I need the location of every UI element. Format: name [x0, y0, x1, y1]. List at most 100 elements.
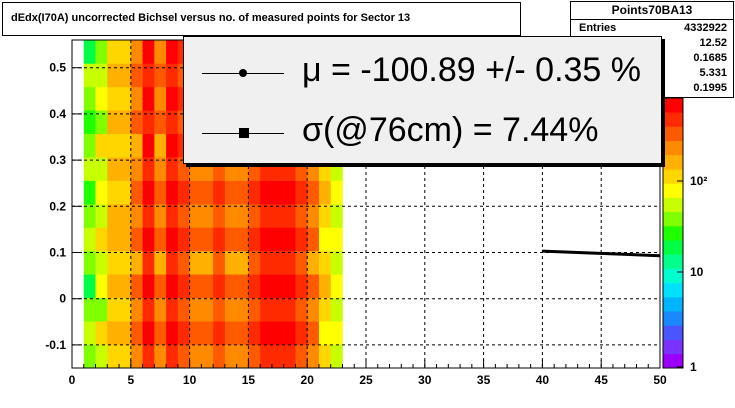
palette-label: 1: [690, 360, 697, 374]
palette-frame: [662, 97, 684, 369]
heatmap-cell: [271, 180, 284, 205]
heatmap-cell: [142, 180, 155, 205]
heatmap-cell: [189, 204, 202, 228]
heatmap-cell: [236, 180, 249, 205]
heatmap-cell: [107, 40, 120, 64]
heatmap-cell: [119, 157, 132, 181]
heatmap-cell: [107, 63, 120, 88]
heatmap-cell: [130, 321, 143, 345]
heatmap-cell: [154, 250, 167, 275]
heatmap-cell: [107, 204, 120, 228]
heatmap-cell: [271, 227, 284, 252]
heatmap-cell: [142, 86, 155, 111]
heatmap-cell: [119, 274, 132, 299]
heatmap-cell: [307, 297, 320, 322]
heatmap-cell: [166, 133, 179, 158]
heatmap-cell: [248, 227, 261, 252]
heatmap-cell: [95, 110, 108, 135]
heatmap-cell: [83, 274, 96, 299]
heatmap-cell: [236, 321, 249, 345]
heatmap-cell: [154, 297, 167, 322]
heatmap-cell: [83, 157, 96, 181]
x-tick-label: 25: [359, 373, 373, 387]
heatmap-cell: [95, 274, 108, 299]
y-tick-label: 0.5: [49, 61, 66, 75]
heatmap-cell: [236, 297, 249, 322]
heatmap-cell: [177, 321, 190, 345]
heatmap-cell: [166, 344, 179, 369]
heatmap-cell: [271, 274, 284, 299]
fit-legend-sigma-row: σ(@76cm) = 7.44%: [184, 107, 661, 159]
heatmap-cell: [119, 250, 132, 275]
palette-swatch: [663, 112, 683, 127]
heatmap-cell: [142, 297, 155, 322]
heatmap-cell: [95, 157, 108, 181]
heatmap-cell: [83, 297, 96, 322]
heatmap-cell: [224, 274, 237, 299]
heatmap-cell: [107, 180, 120, 205]
fit-legend-mu-row: μ = -100.89 +/- 0.35 %: [184, 47, 661, 99]
palette-label: 10²: [690, 174, 707, 188]
palette-swatch: [663, 268, 683, 284]
heatmap-cell: [142, 110, 155, 135]
heatmap-cell: [154, 204, 167, 228]
palette-swatch: [663, 296, 683, 312]
x-tick-label: 40: [536, 373, 550, 387]
heatmap-cell: [307, 321, 320, 345]
heatmap-cell: [213, 250, 226, 275]
heatmap-cell: [95, 86, 108, 111]
heatmap-cell: [83, 40, 96, 64]
heatmap-cell: [224, 204, 237, 228]
stats-row: 5.331: [571, 67, 727, 82]
heatmap-cell: [201, 204, 214, 228]
x-tick-label: 0: [69, 373, 76, 387]
heatmap-cell: [283, 274, 296, 299]
heatmap-cell: [142, 321, 155, 345]
heatmap-cell: [95, 40, 108, 64]
heatmap-cell: [166, 250, 179, 275]
heatmap-cell: [95, 63, 108, 88]
heatmap-cell: [213, 274, 226, 299]
stats-value: 5.331: [699, 67, 727, 79]
heatmap-cell: [154, 157, 167, 181]
heatmap-cell: [166, 321, 179, 345]
square-marker-icon: [239, 128, 249, 138]
heatmap-cell: [177, 227, 190, 252]
fit-line: [542, 249, 661, 258]
heatmap-cell: [130, 344, 143, 369]
heatmap-cell: [119, 227, 132, 252]
heatmap-cell: [260, 321, 273, 345]
heatmap-cell: [154, 86, 167, 111]
fit-legend: μ = -100.89 +/- 0.35 % σ(@76cm) = 7.44%: [183, 36, 662, 164]
heatmap-cell: [318, 204, 332, 228]
heatmap-cell: [154, 344, 167, 369]
palette-swatch: [663, 225, 683, 241]
stats-value: 12.52: [699, 37, 727, 49]
heatmap-cell: [107, 297, 120, 322]
heatmap-cell: [119, 344, 132, 369]
heatmap-cell: [177, 250, 190, 275]
palette-swatch: [663, 254, 683, 269]
heatmap-cell: [213, 297, 226, 322]
x-tick-label: 10: [183, 373, 197, 387]
heatmap-cell: [107, 110, 120, 135]
heatmap-cell: [130, 204, 143, 228]
palette-swatch: [663, 140, 683, 156]
heatmap-cell: [177, 274, 190, 299]
chart-title: dEdx(I70A) uncorrected Bichsel versus no…: [2, 2, 521, 36]
heatmap-cell: [330, 344, 343, 369]
heatmap-cell: [224, 344, 237, 369]
heatmap-cell: [330, 297, 343, 322]
heatmap-cell: [142, 227, 155, 252]
heatmap-cell: [189, 321, 202, 345]
heatmap-cell: [142, 344, 155, 369]
heatmap-cell: [119, 204, 132, 228]
heatmap-cell: [130, 40, 143, 64]
heatmap-cell: [166, 274, 179, 299]
stats-row: 12.52: [571, 37, 727, 52]
heatmap-cell: [330, 274, 343, 299]
stats-row: 0.1685: [571, 52, 727, 67]
heatmap-cell: [142, 250, 155, 275]
heatmap-cell: [330, 204, 343, 228]
heatmap-cell: [130, 110, 143, 135]
